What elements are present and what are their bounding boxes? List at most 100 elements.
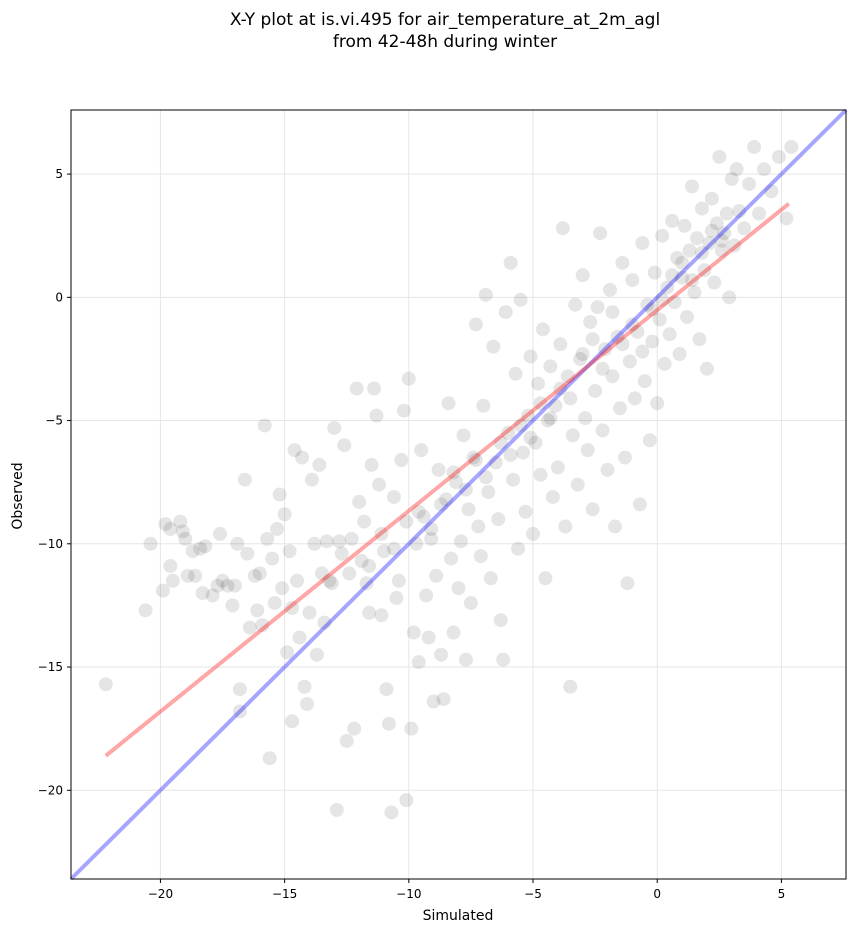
data-point-134 (506, 472, 521, 487)
data-point-147 (538, 571, 553, 586)
data-point-61 (324, 576, 339, 591)
data-point-182 (625, 273, 640, 288)
data-point-180 (620, 576, 635, 591)
data-point-97 (414, 443, 429, 458)
x-tick-label-2: −10 (396, 887, 421, 901)
data-point-258 (434, 497, 449, 512)
data-point-65 (334, 546, 349, 561)
data-point-262 (478, 470, 493, 485)
data-point-242 (645, 302, 660, 317)
data-point-29 (242, 620, 257, 635)
data-point-117 (463, 595, 478, 610)
data-point-145 (533, 467, 548, 482)
data-point-247 (694, 245, 709, 260)
data-point-63 (329, 802, 344, 817)
data-point-176 (610, 329, 625, 344)
data-point-136 (511, 541, 526, 556)
data-point-30 (247, 568, 262, 583)
data-point-28 (240, 546, 255, 561)
data-point-94 (406, 625, 421, 640)
data-point-105 (434, 647, 449, 662)
data-point-113 (453, 534, 468, 549)
data-point-202 (675, 270, 690, 285)
data-point-168 (590, 300, 605, 315)
data-point-139 (518, 504, 533, 519)
data-point-110 (446, 625, 461, 640)
data-point-230 (757, 162, 772, 177)
data-point-164 (580, 443, 595, 458)
data-point-244 (665, 268, 680, 283)
data-point-243 (655, 292, 670, 307)
chart-title: X-Y plot at is.vi.495 for air_temperatur… (230, 10, 660, 30)
data-point-233 (779, 211, 794, 226)
data-point-82 (376, 544, 391, 559)
data-point-100 (421, 630, 436, 645)
y-axis-label: Observed (10, 462, 26, 529)
data-point-109 (444, 551, 459, 566)
data-point-48 (292, 630, 307, 645)
data-point-68 (342, 566, 357, 581)
data-point-188 (640, 297, 655, 312)
data-point-36 (262, 751, 277, 766)
data-point-40 (272, 487, 287, 502)
data-point-229 (752, 206, 767, 221)
data-point-87 (389, 591, 404, 606)
data-point-47 (290, 573, 305, 588)
data-point-249 (714, 233, 729, 248)
y-tick-label-1: −15 (38, 660, 63, 674)
data-point-225 (732, 204, 747, 219)
data-point-90 (396, 403, 411, 418)
data-point-43 (280, 645, 295, 660)
data-point-4 (158, 517, 173, 532)
data-point-150 (545, 489, 560, 504)
data-point-130 (496, 652, 511, 667)
plot-frame (70, 109, 847, 880)
data-point-7 (165, 573, 180, 588)
data-point-199 (667, 295, 682, 310)
data-point-93 (404, 721, 419, 736)
data-point-34 (257, 418, 272, 433)
data-point-200 (670, 250, 685, 265)
data-point-24 (230, 536, 245, 551)
x-tick-label-0: −20 (148, 887, 173, 901)
data-point-267 (411, 504, 426, 519)
data-point-131 (498, 305, 513, 320)
x-tick-label-4: 0 (653, 887, 661, 901)
data-point-261 (468, 452, 483, 467)
data-point-165 (583, 314, 598, 329)
data-point-11 (180, 568, 195, 583)
data-point-118 (466, 450, 481, 465)
data-point-52 (302, 605, 317, 620)
data-point-84 (381, 716, 396, 731)
data-point-204 (680, 310, 695, 325)
data-point-56 (312, 457, 327, 472)
data-point-95 (409, 536, 424, 551)
data-point-259 (446, 465, 461, 480)
data-point-218 (714, 243, 729, 258)
data-point-112 (451, 581, 466, 596)
data-point-106 (436, 692, 451, 707)
data-point-206 (684, 179, 699, 194)
data-point-67 (339, 733, 354, 748)
data-point-226 (737, 221, 752, 236)
data-point-26 (232, 704, 247, 719)
data-point-99 (419, 588, 434, 603)
data-point-239 (615, 337, 630, 352)
grid (71, 110, 846, 879)
data-point-179 (617, 450, 632, 465)
data-point-250 (493, 435, 508, 450)
data-point-217 (712, 149, 727, 164)
data-point-138 (516, 445, 531, 460)
data-point-162 (575, 268, 590, 283)
data-point-163 (578, 411, 593, 426)
data-point-197 (662, 327, 677, 342)
data-point-9 (175, 524, 190, 539)
data-point-49 (295, 450, 310, 465)
x-tick-label-1: −15 (272, 887, 297, 901)
data-point-161 (573, 351, 588, 366)
data-point-64 (332, 534, 347, 549)
data-point-128 (491, 512, 506, 527)
data-point-120 (471, 519, 486, 534)
data-point-175 (607, 519, 622, 534)
data-point-21 (220, 578, 235, 593)
